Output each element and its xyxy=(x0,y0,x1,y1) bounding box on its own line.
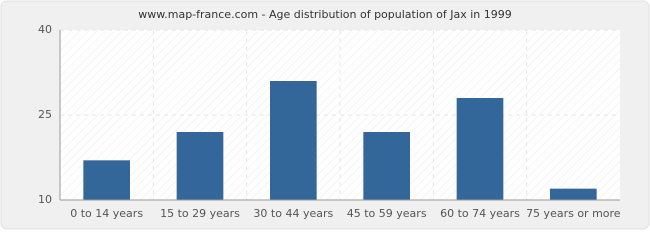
bar xyxy=(363,132,410,200)
x-tick-label: 60 to 74 years xyxy=(440,207,520,220)
x-tick-label: 0 to 14 years xyxy=(70,207,143,220)
x-tick-label: 45 to 59 years xyxy=(347,207,427,220)
y-tick-label: 25 xyxy=(38,108,52,121)
bar xyxy=(456,98,504,200)
bar xyxy=(550,188,597,200)
chart: www.map-france.com - Age distribution of… xyxy=(0,0,650,230)
bar xyxy=(83,160,130,200)
x-tick-label: 15 to 29 years xyxy=(160,207,240,220)
y-tick-label: 10 xyxy=(38,193,52,206)
y-tick-label: 40 xyxy=(38,23,52,36)
x-tick-label: 30 to 44 years xyxy=(253,207,333,220)
chart-title: www.map-france.com - Age distribution of… xyxy=(138,8,511,21)
bar xyxy=(270,81,317,200)
x-tick-label: 75 years or more xyxy=(526,207,621,220)
bar xyxy=(176,132,224,200)
